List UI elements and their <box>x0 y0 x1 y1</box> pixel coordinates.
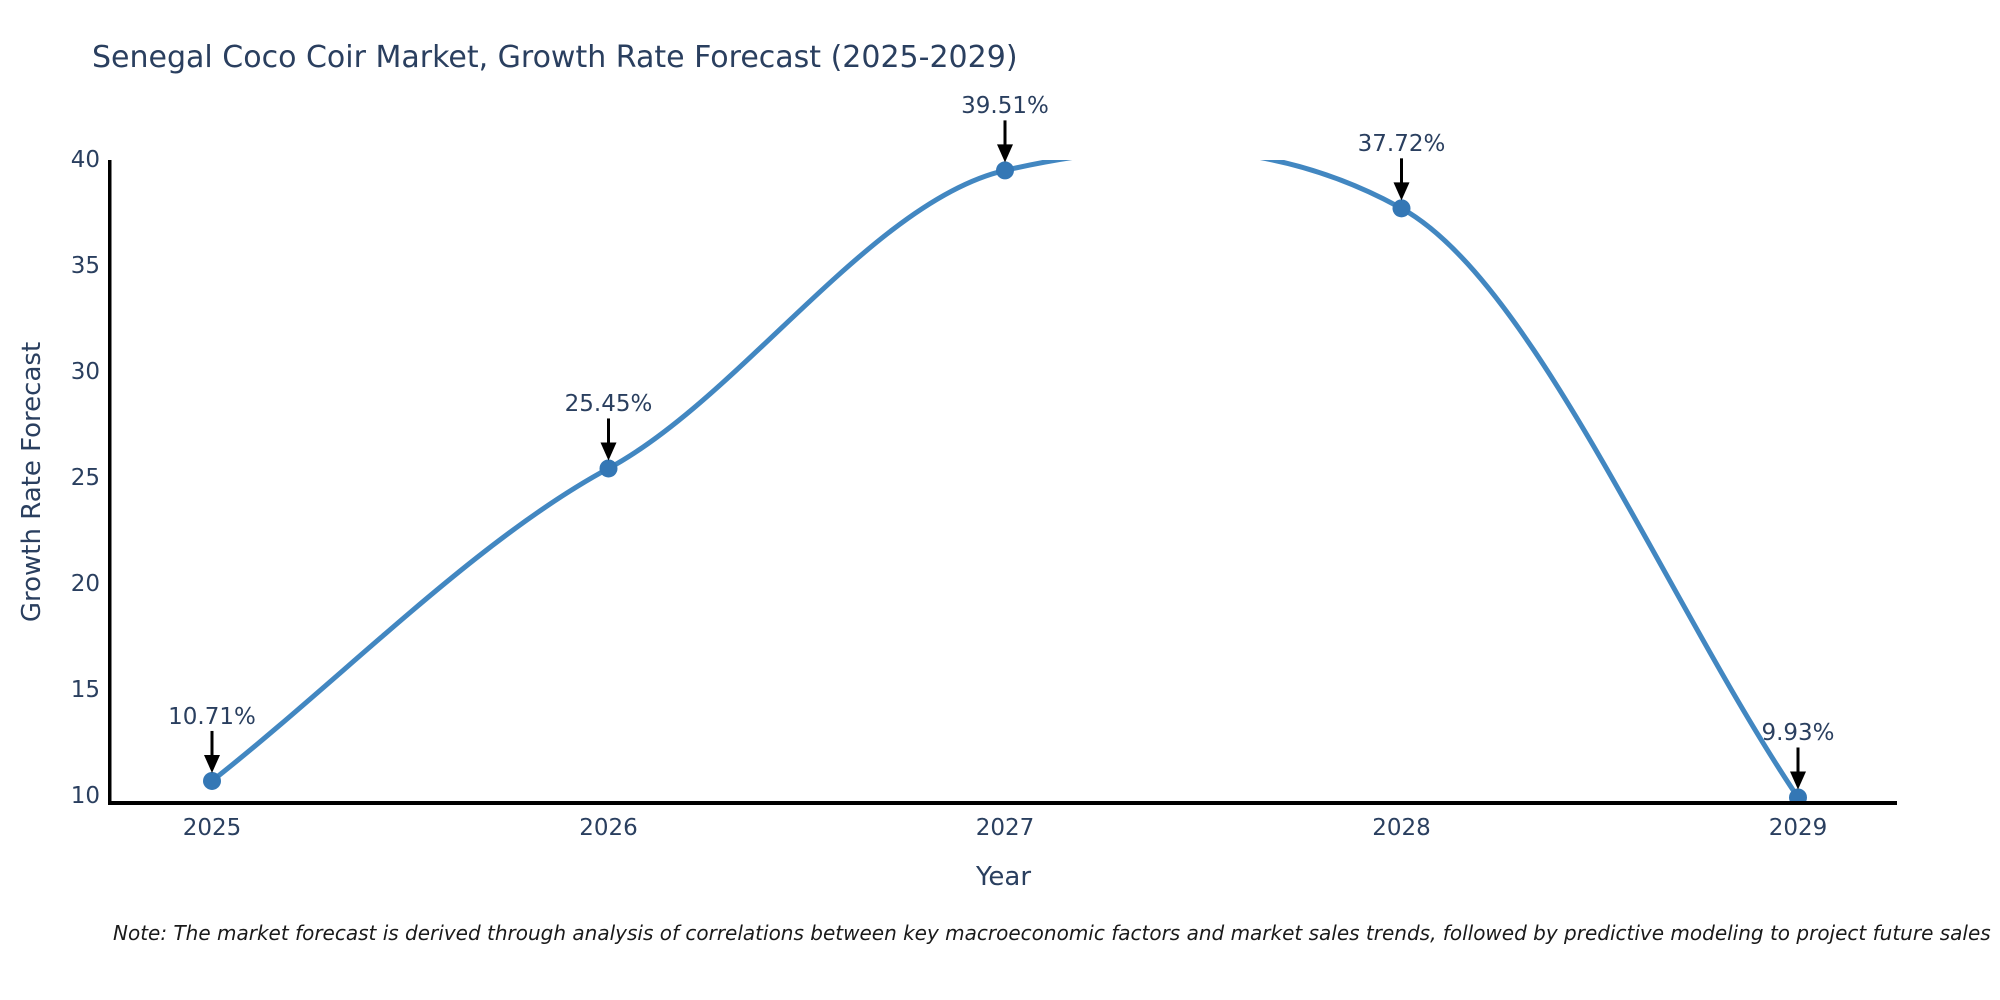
y-axis-line <box>108 160 112 803</box>
y-tick-label: 35 <box>70 253 100 279</box>
data-point-2029 <box>1789 788 1807 803</box>
annotation-arrowhead-icon <box>997 144 1013 163</box>
x-tick-label: 2028 <box>1372 815 1431 841</box>
annotation-arrowhead-icon <box>204 754 220 773</box>
forecast-curve <box>210 160 1801 799</box>
plot-clip-group <box>203 160 1807 803</box>
x-tick-label: 2025 <box>182 815 242 841</box>
annotation-arrowhead-icon <box>1790 771 1806 790</box>
data-point-2028 <box>1392 199 1411 218</box>
y-tick-label: 40 <box>70 147 100 173</box>
chart-title: Senegal Coco Coir Market, Growth Rate Fo… <box>92 40 1018 75</box>
x-axis-title: Year <box>975 862 1032 892</box>
x-axis-line <box>108 801 1897 805</box>
y-tick-label: 25 <box>70 465 100 491</box>
data-point-2026 <box>599 459 618 478</box>
y-tick-label: 20 <box>70 571 100 597</box>
point-value-annotation: 25.45% <box>564 391 653 418</box>
point-value-annotation: 37.72% <box>1357 131 1446 158</box>
x-tick-label: 2029 <box>1768 815 1828 841</box>
data-point-2025 <box>203 771 221 790</box>
y-tick-label: 10 <box>70 783 100 809</box>
annotation-arrowhead-icon <box>600 442 617 461</box>
chart-footnote: Note: The market forecast is derived thr… <box>113 921 1991 945</box>
y-tick-label: 30 <box>70 359 100 385</box>
point-value-annotation: 10.71% <box>168 703 256 730</box>
y-axis-title: Growth Rate Forecast <box>17 341 47 622</box>
y-tick-label: 15 <box>70 677 100 703</box>
annotation-arrowhead-icon <box>1393 182 1410 201</box>
x-tick-label: 2027 <box>975 815 1035 841</box>
data-point-2027 <box>996 161 1014 180</box>
point-value-annotation: 9.93% <box>1761 720 1835 747</box>
x-tick-label: 2026 <box>579 815 638 841</box>
point-value-annotation: 39.51% <box>961 93 1049 120</box>
